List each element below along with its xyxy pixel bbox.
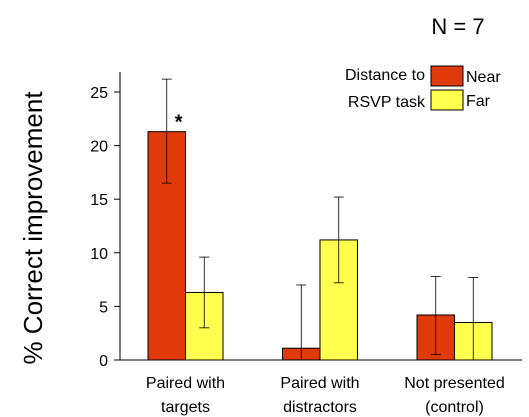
category-label-2-line-2: distractors — [283, 399, 357, 416]
y-tick-label: 15 — [90, 192, 108, 209]
bars-group — [147, 131, 493, 361]
y-tick-label: 10 — [90, 246, 108, 263]
legend-label-far: Far — [466, 93, 491, 110]
category-label-3-line-2: (control) — [425, 399, 484, 416]
y-axis-ticks: 0 5 10 15 20 25 — [90, 85, 120, 370]
category-label-1-line-1: Paired with — [146, 375, 225, 392]
category-label-1-line-2: targets — [161, 399, 210, 416]
y-tick-label: 25 — [90, 85, 108, 102]
sample-size-label: N = 7 — [431, 14, 484, 39]
y-tick-label: 0 — [99, 353, 108, 370]
y-axis-label: % Correct improvement — [18, 91, 48, 365]
legend-label-near: Near — [466, 69, 501, 86]
category-label-2-line-1: Paired with — [280, 375, 359, 392]
y-tick-label: 5 — [99, 299, 108, 316]
legend-title-line-1: Distance to — [345, 67, 425, 84]
significance-marker: * — [175, 112, 183, 134]
category-label-3-line-1: Not presented — [404, 375, 505, 392]
legend-title-line-2: RSVP task — [348, 94, 426, 111]
legend-swatch-far — [430, 89, 464, 111]
error-bars-group — [161, 78, 479, 361]
y-tick-label: 20 — [90, 139, 108, 156]
legend: Distance to RSVP task Near Far — [345, 65, 501, 111]
legend-swatch-near — [430, 65, 464, 87]
category-labels: Paired with targets Paired with distractors… — [146, 375, 505, 416]
annotations-group: * — [175, 112, 183, 134]
